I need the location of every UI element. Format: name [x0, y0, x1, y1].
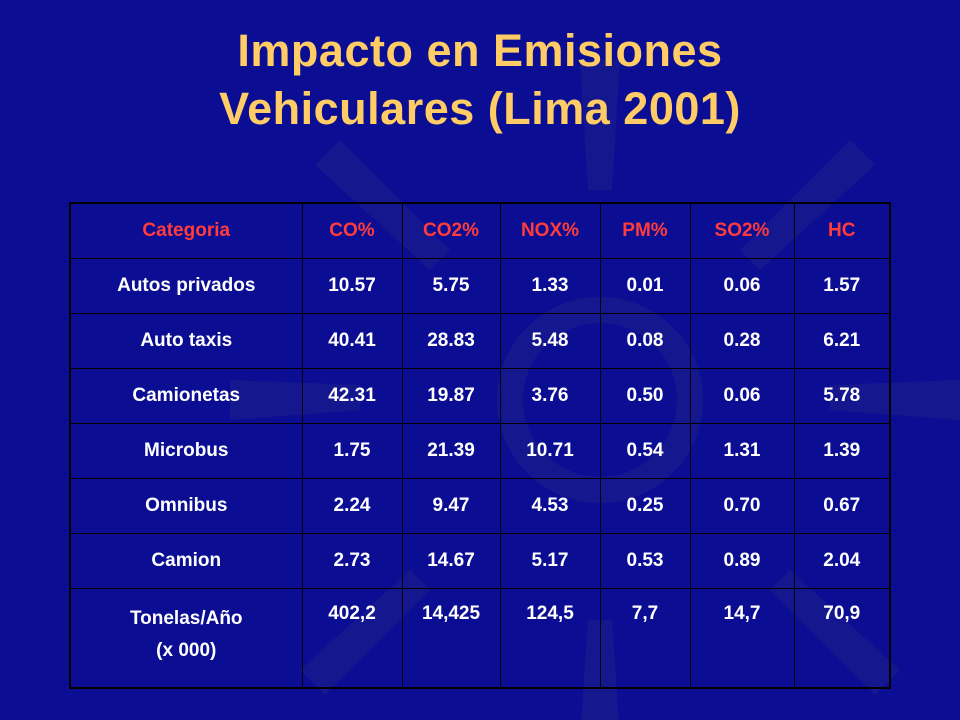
- value-cell: 0.01: [599, 258, 691, 314]
- value-cell: 10.71: [499, 423, 601, 479]
- table-row: Camionetas 42.31 19.87 3.76 0.50 0.06 5.…: [69, 368, 891, 424]
- value-cell: 2.24: [301, 478, 403, 534]
- table-row: Autos privados 10.57 5.75 1.33 0.01 0.06…: [69, 258, 891, 314]
- value-cell: 5.78: [793, 368, 891, 424]
- value-cell: 0.08: [599, 313, 691, 369]
- value-cell: 0.06: [689, 258, 795, 314]
- category-cell: Auto taxis: [69, 313, 303, 369]
- category-cell: Camion: [69, 533, 303, 589]
- value-cell: 6.21: [793, 313, 891, 369]
- total-value-cell: 402,2: [301, 588, 403, 689]
- header-cell: SO2%: [689, 202, 795, 259]
- header-cell: Categoria: [69, 202, 303, 259]
- value-cell: 0.89: [689, 533, 795, 589]
- value-cell: 0.25: [599, 478, 691, 534]
- value-cell: 0.53: [599, 533, 691, 589]
- value-cell: 0.54: [599, 423, 691, 479]
- header-cell: CO%: [301, 202, 403, 259]
- value-cell: 1.57: [793, 258, 891, 314]
- header-cell: HC: [793, 202, 891, 259]
- value-cell: 0.50: [599, 368, 691, 424]
- value-cell: 28.83: [401, 313, 501, 369]
- value-cell: 9.47: [401, 478, 501, 534]
- value-cell: 0.06: [689, 368, 795, 424]
- title-line-1: Impacto en Emisiones: [237, 25, 723, 76]
- table-row: Auto taxis 40.41 28.83 5.48 0.08 0.28 6.…: [69, 313, 891, 369]
- category-cell: Camionetas: [69, 368, 303, 424]
- value-cell: 1.31: [689, 423, 795, 479]
- total-label-line-2: (x 000): [156, 640, 217, 661]
- category-cell: Omnibus: [69, 478, 303, 534]
- table-row: Omnibus 2.24 9.47 4.53 0.25 0.70 0.67: [69, 478, 891, 534]
- value-cell: 5.17: [499, 533, 601, 589]
- value-cell: 10.57: [301, 258, 403, 314]
- value-cell: 2.73: [301, 533, 403, 589]
- value-cell: 21.39: [401, 423, 501, 479]
- value-cell: 1.75: [301, 423, 403, 479]
- total-value-cell: 14,7: [689, 588, 795, 689]
- title-line-2: Vehiculares (Lima 2001): [219, 83, 741, 134]
- page-title: Impacto en Emisiones Vehiculares (Lima 2…: [0, 22, 960, 138]
- value-cell: 1.39: [793, 423, 891, 479]
- header-cell: NOX%: [499, 202, 601, 259]
- total-value-cell: 70,9: [793, 588, 891, 689]
- value-cell: 5.48: [499, 313, 601, 369]
- value-cell: 40.41: [301, 313, 403, 369]
- value-cell: 0.67: [793, 478, 891, 534]
- emissions-table: Categoria CO% CO2% NOX% PM% SO2% HC Auto…: [69, 202, 891, 689]
- total-label-cell: Tonelas/Año (x 000): [69, 588, 303, 689]
- value-cell: 0.70: [689, 478, 795, 534]
- value-cell: 2.04: [793, 533, 891, 589]
- total-label-line-1: Tonelas/Año: [129, 608, 243, 629]
- table-body: Categoria CO% CO2% NOX% PM% SO2% HC Auto…: [69, 202, 891, 689]
- value-cell: 0.28: [689, 313, 795, 369]
- header-cell: PM%: [599, 202, 691, 259]
- total-value-cell: 124,5: [499, 588, 601, 689]
- value-cell: 19.87: [401, 368, 501, 424]
- value-cell: 1.33: [499, 258, 601, 314]
- header-cell: CO2%: [401, 202, 501, 259]
- value-cell: 42.31: [301, 368, 403, 424]
- total-value-cell: 7,7: [599, 588, 691, 689]
- total-row: Tonelas/Año (x 000) 402,2 14,425 124,5 7…: [69, 588, 891, 689]
- table-row: Camion 2.73 14.67 5.17 0.53 0.89 2.04: [69, 533, 891, 589]
- category-cell: Microbus: [69, 423, 303, 479]
- table-row: Microbus 1.75 21.39 10.71 0.54 1.31 1.39: [69, 423, 891, 479]
- value-cell: 14.67: [401, 533, 501, 589]
- header-row: Categoria CO% CO2% NOX% PM% SO2% HC: [69, 202, 891, 259]
- value-cell: 4.53: [499, 478, 601, 534]
- value-cell: 3.76: [499, 368, 601, 424]
- category-cell: Autos privados: [69, 258, 303, 314]
- total-value-cell: 14,425: [401, 588, 501, 689]
- value-cell: 5.75: [401, 258, 501, 314]
